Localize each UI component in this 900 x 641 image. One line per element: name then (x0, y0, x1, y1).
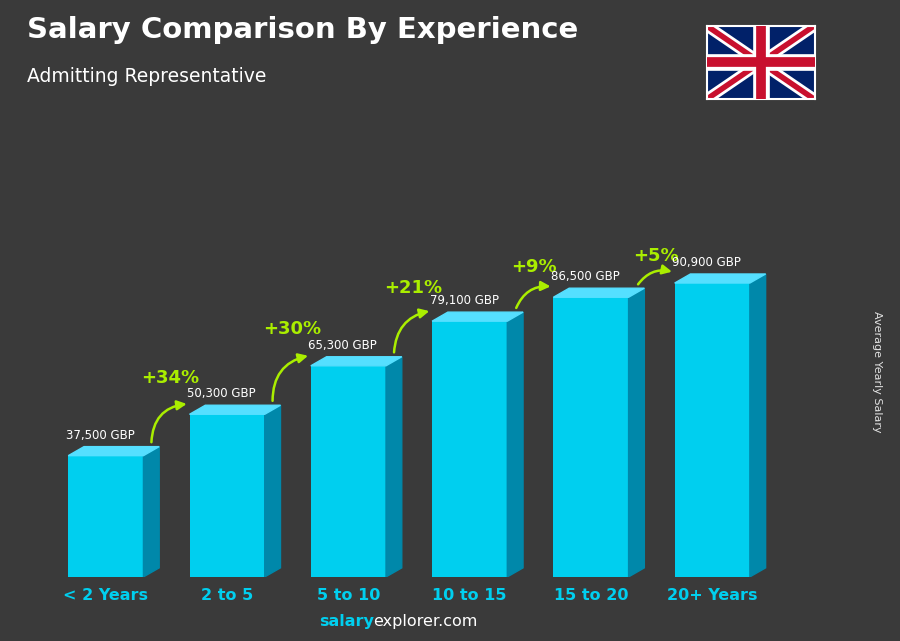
Text: 90,900 GBP: 90,900 GBP (672, 256, 741, 269)
Polygon shape (386, 357, 401, 577)
Text: 65,300 GBP: 65,300 GBP (309, 339, 377, 352)
Polygon shape (310, 357, 401, 366)
Polygon shape (68, 447, 159, 456)
Text: +34%: +34% (141, 369, 200, 387)
Polygon shape (554, 288, 644, 297)
Text: +5%: +5% (633, 247, 679, 265)
Text: 37,500 GBP: 37,500 GBP (66, 429, 135, 442)
Bar (310, 366, 386, 577)
Polygon shape (190, 405, 281, 414)
Polygon shape (750, 274, 766, 577)
Bar (68, 456, 143, 577)
Text: Salary Comparison By Experience: Salary Comparison By Experience (27, 16, 578, 44)
Text: salary: salary (319, 615, 373, 629)
Text: 86,500 GBP: 86,500 GBP (551, 271, 620, 283)
Polygon shape (432, 312, 523, 321)
Polygon shape (265, 405, 281, 577)
Polygon shape (508, 312, 523, 577)
Text: Average Yearly Salary: Average Yearly Salary (872, 311, 883, 433)
Text: explorer.com: explorer.com (374, 615, 478, 629)
Text: +30%: +30% (263, 320, 320, 338)
Bar (675, 283, 750, 577)
Bar (190, 414, 265, 577)
Polygon shape (143, 447, 159, 577)
Text: Admitting Representative: Admitting Representative (27, 67, 266, 87)
Bar (554, 297, 628, 577)
Text: +9%: +9% (511, 258, 557, 276)
Polygon shape (628, 288, 644, 577)
Text: 50,300 GBP: 50,300 GBP (187, 387, 256, 401)
Text: 79,100 GBP: 79,100 GBP (429, 294, 499, 307)
Bar (432, 321, 508, 577)
Polygon shape (675, 274, 766, 283)
Text: +21%: +21% (384, 279, 442, 297)
